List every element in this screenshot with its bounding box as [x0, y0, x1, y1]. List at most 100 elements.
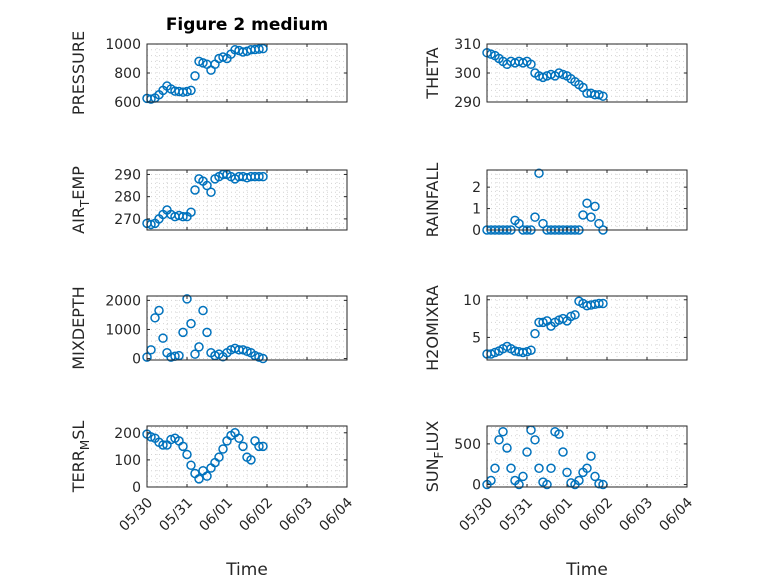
data-point — [198, 305, 208, 316]
data-point — [186, 207, 196, 217]
data-point — [178, 211, 188, 222]
data-point — [562, 467, 572, 478]
data-point — [586, 212, 596, 222]
x-tick-label: 06/02 — [576, 495, 616, 535]
data-point — [594, 478, 604, 489]
subplot-4: 0 1 2 RAINFALL — [423, 163, 688, 239]
data-point — [190, 349, 200, 359]
data-point — [254, 44, 264, 54]
data-point — [574, 475, 584, 486]
data-point — [490, 463, 500, 474]
y-tick-label: 270 — [114, 212, 141, 228]
y-axis-label: PRESSURE — [69, 31, 88, 115]
data-point — [546, 463, 556, 474]
data-point — [526, 59, 536, 70]
y-tick-label: 2 — [472, 180, 481, 196]
data-point — [582, 463, 592, 474]
data-point — [258, 441, 268, 452]
subplot-5: 0 1000 2000 MIXDEPTH — [69, 286, 348, 370]
y-tick-label: 290 — [114, 167, 141, 183]
data-point — [530, 212, 540, 222]
y-axis-label: TERRMSL — [69, 421, 92, 494]
subplot-8: 0 500 05/30 05/31 06/01 06/02 06/03 06/04 SUNFLU… — [423, 421, 696, 580]
y-tick-label: 200 — [114, 426, 141, 442]
data-point — [570, 310, 580, 320]
data-point — [594, 298, 604, 309]
data-point — [254, 441, 264, 452]
axes-background — [147, 426, 347, 487]
data-point — [590, 201, 600, 212]
y-axis-label: H2OMIXRA — [423, 285, 442, 371]
axes-box — [486, 425, 688, 488]
x-tick-label: 06/04 — [656, 495, 696, 535]
axes-box — [486, 169, 688, 231]
data-point — [590, 471, 600, 482]
data-point — [582, 198, 592, 208]
data-point — [158, 440, 168, 450]
data-point — [190, 185, 200, 195]
data-point — [494, 435, 504, 445]
x-tick-label: 06/04 — [316, 495, 356, 535]
data-point — [586, 451, 596, 461]
data-point — [182, 86, 192, 97]
y-tick-label: 300 — [454, 66, 481, 82]
data-point — [498, 426, 508, 437]
axes-box — [146, 295, 348, 361]
subplot-2: 290 300 310 THETA — [423, 37, 688, 111]
data-point — [206, 187, 216, 197]
x-tick-label: 06/03 — [616, 495, 656, 535]
subplot-7: 0 100 200 05/30 05/31 06/01 06/02 06/03 06/04 TER… — [69, 421, 356, 580]
x-tick-label: 05/31 — [496, 495, 536, 535]
data-point — [542, 479, 552, 490]
data-point — [182, 449, 192, 460]
y-tick-label: 5 — [472, 330, 481, 346]
y-tick-label: 800 — [114, 66, 141, 82]
y-tick-label: 0 — [132, 352, 141, 368]
data-point — [534, 463, 544, 474]
data-point — [178, 441, 188, 452]
axes-box — [486, 295, 688, 361]
data-point — [246, 455, 256, 465]
data-point — [238, 441, 248, 452]
y-tick-label: 1000 — [105, 37, 141, 53]
data-point — [202, 471, 212, 481]
data-point — [186, 85, 196, 96]
data-point — [158, 333, 168, 343]
y-tick-label: 0 — [472, 223, 481, 239]
y-tick-label: 1000 — [105, 322, 141, 338]
data-point — [234, 433, 244, 443]
y-tick-label: 280 — [114, 190, 141, 206]
data-point — [598, 298, 608, 309]
y-tick-label: 10 — [463, 293, 481, 309]
data-point — [534, 168, 544, 178]
y-axis-label: SUNFLUX — [423, 421, 446, 493]
axes-box — [146, 169, 348, 231]
data-point — [154, 305, 164, 316]
y-tick-label: 100 — [114, 453, 141, 469]
data-point — [558, 447, 568, 457]
y-axis-label: AIRTEMP — [69, 166, 92, 234]
data-point — [186, 460, 196, 471]
data-point — [514, 479, 524, 490]
x-tick-label: 05/30 — [116, 495, 156, 535]
chart-title: Figure 2 medium — [166, 15, 328, 35]
y-axis-label: MIXDEPTH — [69, 286, 88, 369]
y-tick-label: 1 — [472, 202, 481, 218]
y-axis-label: RAINFALL — [423, 163, 442, 238]
data-point — [190, 71, 200, 81]
data-point — [194, 474, 204, 484]
data-point — [530, 328, 540, 339]
y-axis-label: THETA — [423, 47, 442, 99]
x-tick-label: 05/30 — [456, 495, 496, 535]
data-point — [526, 345, 536, 355]
x-tick-label: 06/01 — [536, 495, 576, 535]
data-point — [506, 463, 516, 474]
data-point — [214, 452, 224, 462]
data-point — [254, 171, 264, 182]
data-point — [530, 435, 540, 445]
subplot-6: 5 10 H2OMIXRA — [423, 285, 688, 371]
data-point — [202, 327, 212, 338]
x-tick-label: 06/01 — [196, 495, 236, 535]
data-point — [150, 313, 160, 323]
